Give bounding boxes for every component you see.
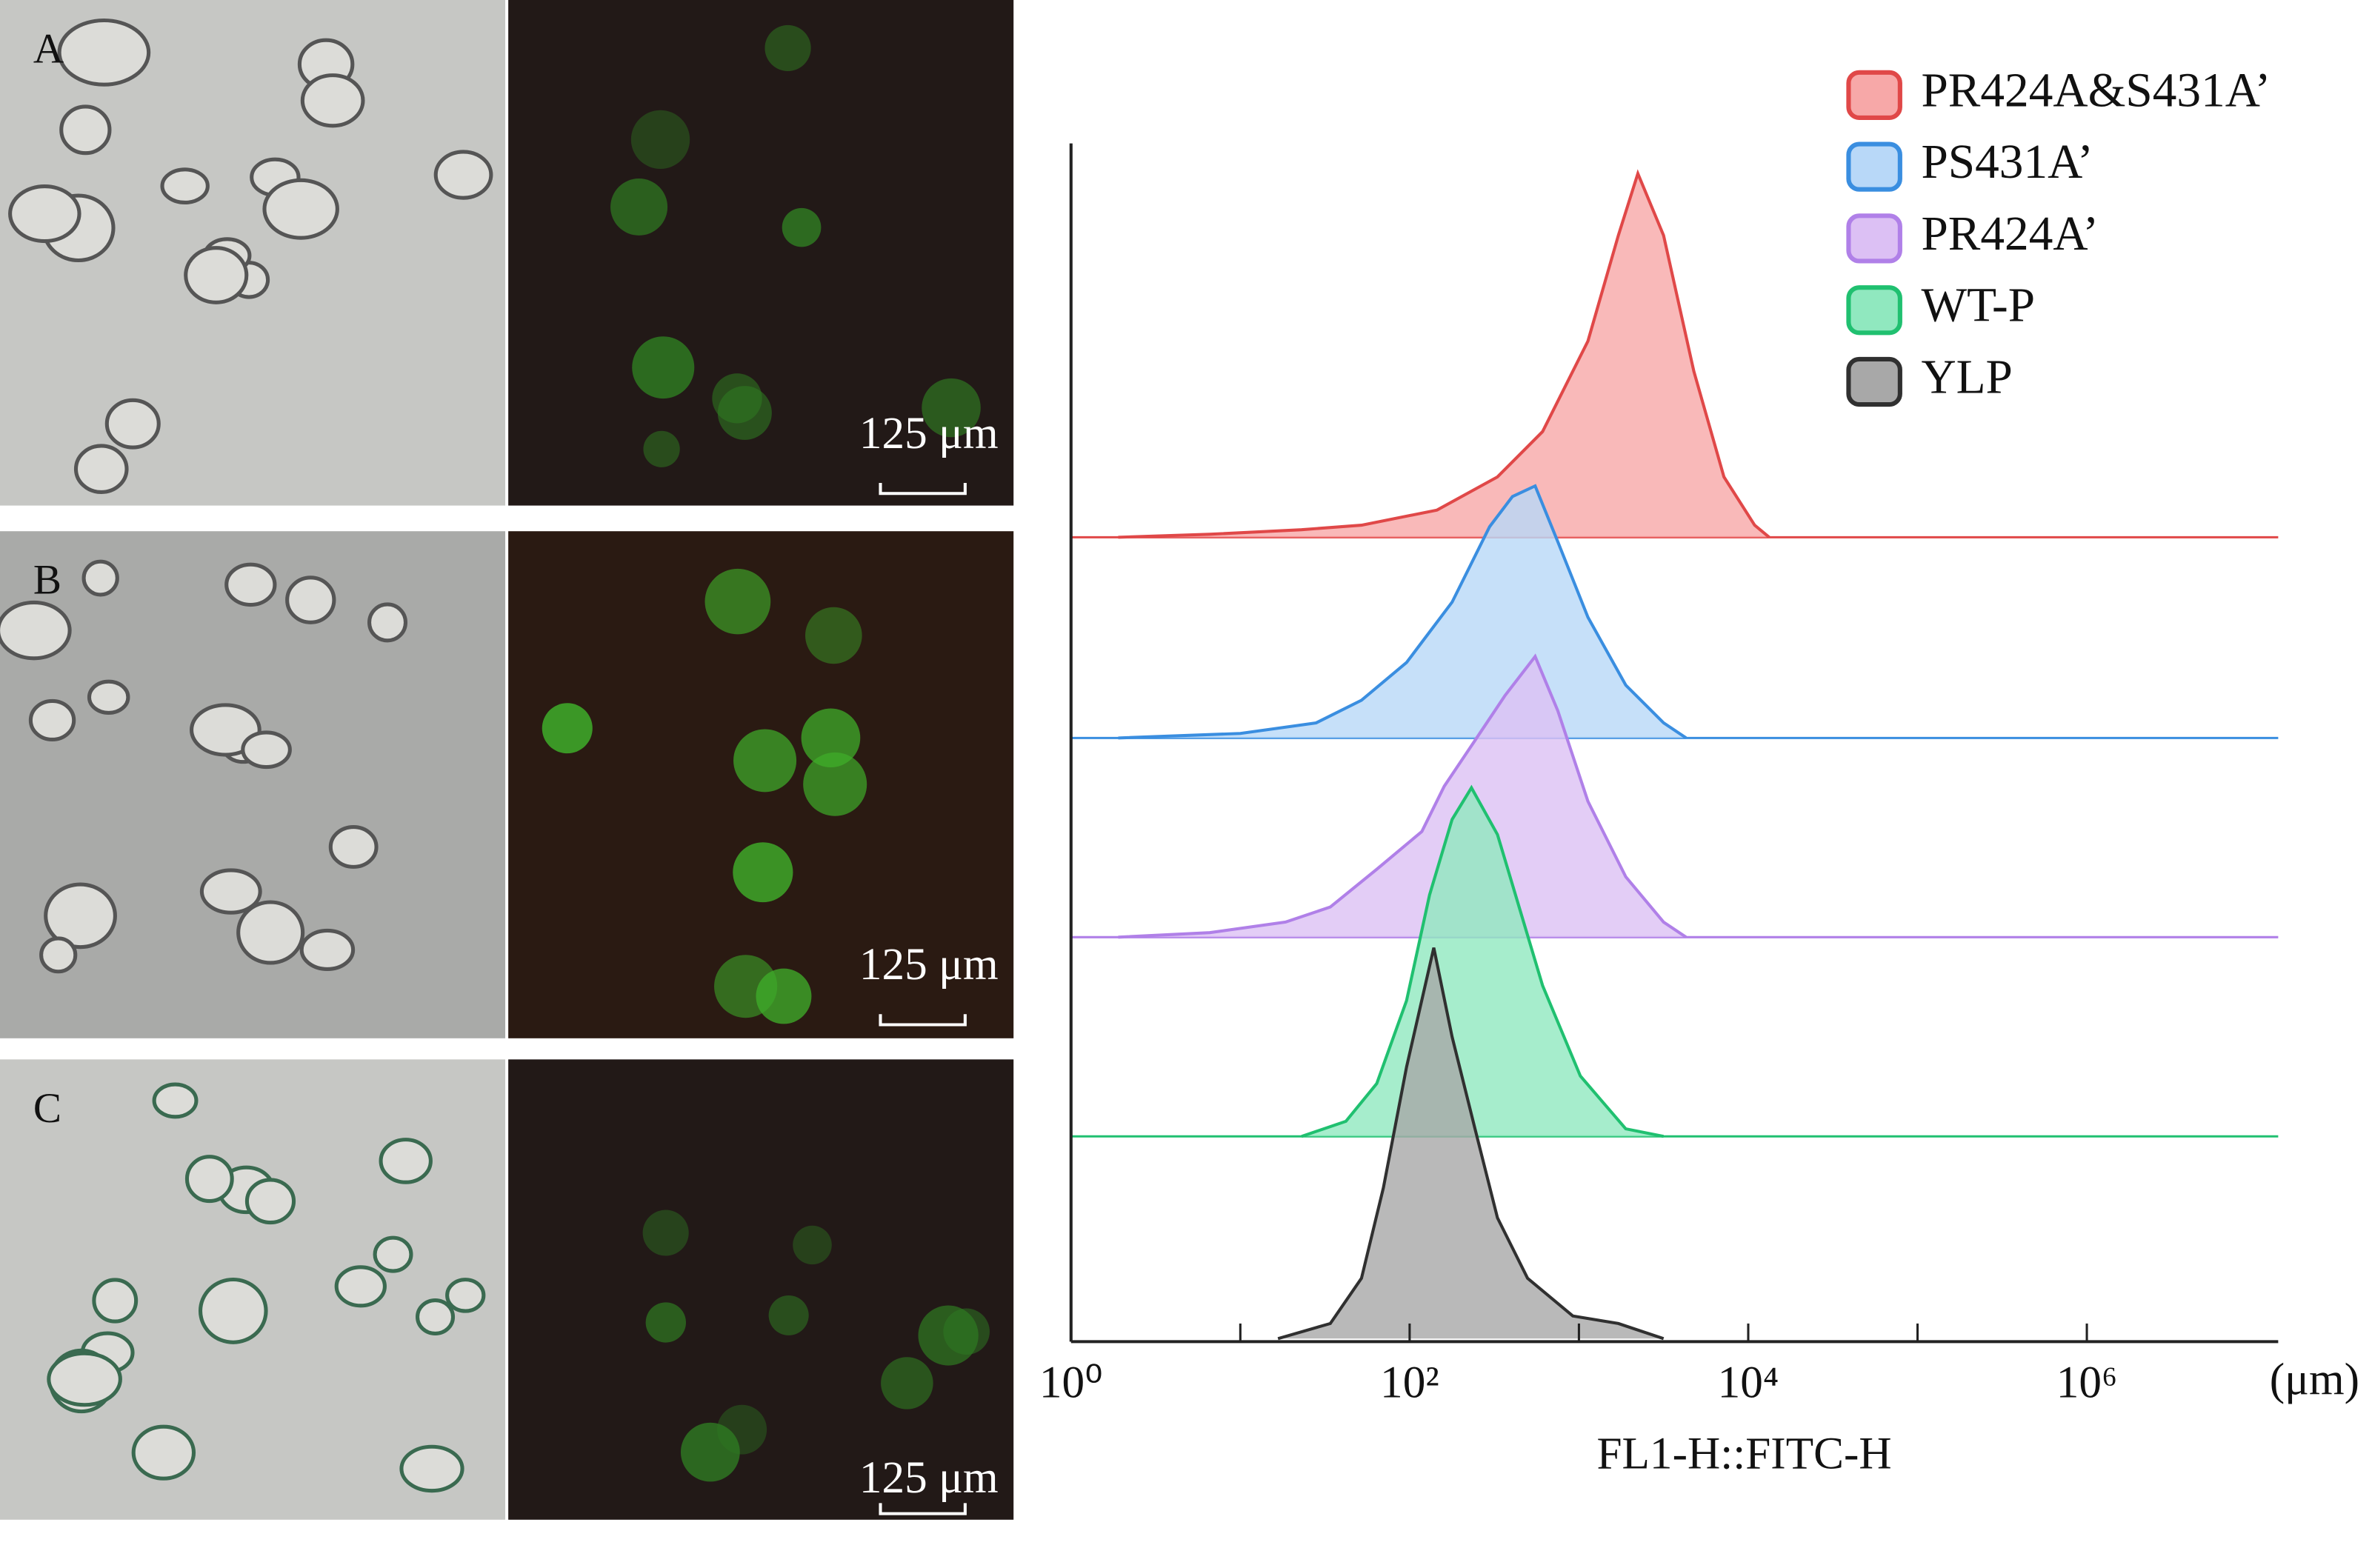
legend-label: PR424A’ — [1921, 207, 2099, 261]
fluorescent-cell — [717, 1404, 767, 1455]
cell — [8, 184, 81, 244]
cell — [189, 703, 261, 757]
fluorescent-cell — [764, 24, 811, 71]
cell — [44, 882, 117, 950]
fluorescent-cell — [804, 607, 862, 664]
legend-label: YLP — [1921, 351, 2012, 404]
legend-label: PS431A’ — [1921, 136, 2093, 189]
cell — [445, 1278, 486, 1313]
fluorescent-cell — [717, 386, 772, 440]
cell — [334, 1265, 387, 1308]
fluorescent-cell — [922, 378, 981, 438]
cell — [367, 602, 408, 643]
cell — [28, 698, 76, 742]
cell — [184, 1155, 234, 1204]
panel-label: B — [33, 557, 61, 604]
cell — [416, 1298, 456, 1336]
chart: 10⁰ 10² 10⁴ 10⁶ (μm)FL1-H::FITC-H PR424A&S431… — [1039, 64, 2359, 1478]
cell — [379, 1138, 433, 1184]
cell — [104, 398, 161, 450]
cell — [433, 150, 493, 200]
scale-bar — [879, 1014, 967, 1027]
scale-bar — [879, 1503, 967, 1515]
cell — [92, 1278, 139, 1324]
fluorescent-cell — [801, 708, 861, 767]
fluorescent-cell — [768, 1295, 809, 1335]
fluorescent-cell — [943, 1308, 990, 1355]
fluorescence — [508, 1059, 1014, 1520]
cell — [131, 1424, 196, 1481]
fluorescent-cell — [733, 729, 797, 793]
scale-bar-label: 125 μm — [859, 1452, 999, 1503]
cell — [285, 576, 336, 624]
cell — [184, 246, 249, 304]
legend-label: WT-P — [1921, 279, 2035, 333]
fluorescent-cell — [610, 179, 668, 236]
fluorescent-cell — [542, 703, 593, 754]
density-curve — [1118, 169, 1770, 539]
fluorescent-cell — [643, 430, 680, 467]
fluorescent-cell — [632, 336, 695, 399]
cell — [373, 1235, 413, 1273]
cell — [299, 928, 356, 971]
cell — [87, 679, 130, 715]
scale-bar-label: 125 μm — [859, 939, 999, 990]
fluorescent-cell — [642, 1210, 689, 1256]
scale-bar — [879, 483, 967, 496]
fluorescent-cell — [704, 568, 771, 635]
panel-label: A — [33, 25, 64, 72]
density-curve — [1301, 784, 1665, 1138]
legend-swatch — [1846, 213, 1902, 264]
x-tick-label: 10² — [1380, 1358, 1439, 1408]
x-tick-label: 10⁴ — [1718, 1358, 1779, 1408]
fluorescent-cell — [645, 1302, 687, 1343]
panel-label: C — [33, 1085, 61, 1132]
fluorescent-cell — [733, 842, 793, 903]
cell — [81, 559, 119, 597]
cell — [399, 1444, 464, 1493]
cell — [160, 167, 210, 205]
fluorescent-cell — [782, 207, 822, 247]
x-unit: (μm) — [2270, 1355, 2359, 1405]
x-tick-label: 10⁰ — [1039, 1358, 1103, 1408]
cell — [236, 900, 305, 965]
cell — [152, 1082, 199, 1119]
legend-swatch — [1846, 356, 1902, 407]
legend-swatch — [1846, 141, 1902, 192]
cell — [0, 600, 72, 661]
fluorescent-cell — [793, 1225, 832, 1265]
fluorescent-cell — [756, 968, 812, 1024]
legend-swatch — [1846, 70, 1902, 120]
legend-swatch — [1846, 285, 1902, 336]
x-axis-label: FL1-H::FITC-H — [1596, 1428, 1891, 1478]
fluorescent-cell — [630, 110, 690, 169]
cell — [199, 868, 262, 915]
cell — [262, 178, 339, 240]
scale-bar-label: 125 μm — [859, 408, 999, 458]
cell — [39, 936, 78, 974]
fluorescent-cell — [803, 752, 867, 816]
micrographs: A 125 μm B 125 μm C 125 μm — [0, 0, 1014, 1520]
cell — [57, 18, 151, 87]
cell — [59, 104, 112, 156]
fluorescent-cell — [680, 1422, 740, 1482]
cell — [300, 73, 365, 128]
fluorescent-cell — [881, 1357, 933, 1409]
cell — [224, 562, 277, 607]
cell — [244, 1178, 296, 1225]
density-curve — [1118, 653, 1688, 939]
cell — [47, 1351, 122, 1407]
cell — [198, 1277, 268, 1344]
cell — [73, 444, 129, 494]
cell — [328, 824, 379, 869]
legend-label: PR424A&S431A’ — [1921, 64, 2271, 117]
density-curve — [1277, 947, 1665, 1341]
cell — [241, 730, 292, 770]
x-tick-label: 10⁶ — [2056, 1358, 2118, 1408]
